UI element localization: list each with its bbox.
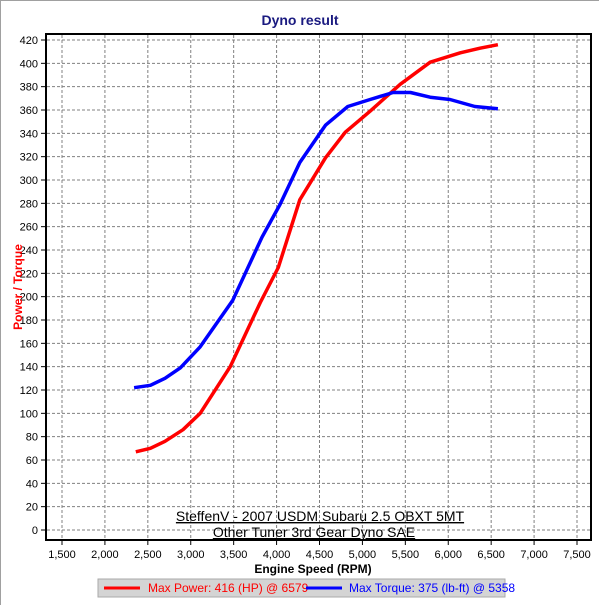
x-tick-label: 3,000 xyxy=(177,549,205,561)
grid xyxy=(47,35,590,539)
y-tick-label: 100 xyxy=(20,408,38,420)
y-tick-label: 120 xyxy=(20,385,38,397)
x-tick-label: 5,000 xyxy=(349,549,377,561)
y-tick-label: 180 xyxy=(20,315,38,327)
y-tick-label: 260 xyxy=(20,222,38,234)
y-tick-label: 240 xyxy=(20,245,38,257)
x-tick-label: 5,500 xyxy=(392,549,420,561)
x-axis-label: Engine Speed (RPM) xyxy=(254,562,371,576)
x-tick-label: 7,500 xyxy=(563,549,591,561)
y-tick-label: 80 xyxy=(26,432,38,444)
legend-box xyxy=(97,578,506,598)
y-axis-label: Power / Torque xyxy=(11,244,25,330)
y-tick-label: 140 xyxy=(20,362,38,374)
y-tick-label: 360 xyxy=(20,105,38,117)
annotation-line-1: SteffenV - 2007 USDM Subaru 2.5 OBXT 5MT xyxy=(176,508,465,524)
y-axis-ticks: 0 20 40 60 80 100 120 140 160 180 200 220 240 260 280 3… xyxy=(20,35,46,537)
series-power-line xyxy=(135,42,499,454)
y-tick-label: 200 xyxy=(20,292,38,304)
y-tick-label: 420 xyxy=(20,35,38,47)
legend: Max Power: 416 (HP) @ 6579 Max Torque: 3… xyxy=(97,578,515,598)
chart-title: Dyno result xyxy=(261,12,338,28)
series-lines xyxy=(133,42,499,454)
y-tick-label: 60 xyxy=(26,455,38,467)
x-tick-label: 6,000 xyxy=(434,549,462,561)
y-tick-label: 40 xyxy=(26,478,38,490)
y-tick-label: 300 xyxy=(20,175,38,187)
x-tick-label: 6,500 xyxy=(477,549,505,561)
legend-torque: Max Torque: 375 (lb-ft) @ 5358 xyxy=(349,581,515,595)
y-tick-label: 400 xyxy=(20,58,38,70)
y-tick-label: 220 xyxy=(20,268,38,280)
series-torque-line xyxy=(133,90,499,390)
y-tick-label: 20 xyxy=(26,502,38,514)
x-tick-label: 1,500 xyxy=(48,549,76,561)
x-tick-label: 2,000 xyxy=(91,549,119,561)
y-tick-label: 280 xyxy=(20,198,38,210)
x-tick-label: 7,000 xyxy=(520,549,548,561)
x-tick-label: 4,000 xyxy=(263,549,291,561)
legend-power: Max Power: 416 (HP) @ 6579 xyxy=(148,581,309,595)
x-tick-label: 2,500 xyxy=(134,549,162,561)
plot-border xyxy=(45,33,592,541)
x-axis-ticks: 1,500 2,000 2,500 3,000 3,500 4,000 4,500 5,000… xyxy=(48,540,591,561)
x-tick-label: 4,500 xyxy=(306,549,334,561)
y-tick-label: 320 xyxy=(20,152,38,164)
y-tick-label: 160 xyxy=(20,338,38,350)
y-tick-label: 380 xyxy=(20,82,38,94)
annotation-line-2: Other Tuner 3rd Gear Dyno SAE xyxy=(213,524,415,540)
y-tick-label: 340 xyxy=(20,128,38,140)
y-tick-label: 0 xyxy=(32,525,38,537)
x-tick-label: 3,500 xyxy=(220,549,248,561)
